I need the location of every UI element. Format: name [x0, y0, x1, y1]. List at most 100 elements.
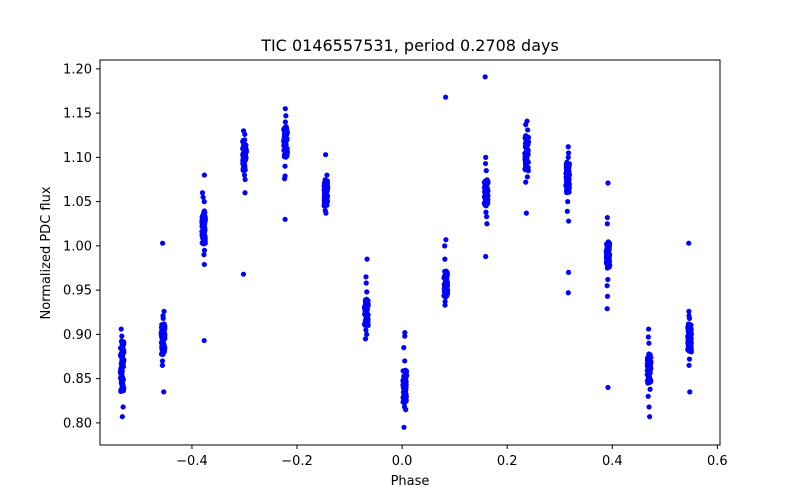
data-point	[401, 345, 407, 351]
data-point	[119, 333, 125, 339]
data-point	[565, 199, 571, 205]
data-point	[240, 271, 247, 277]
data-point	[282, 216, 288, 222]
y-tick-label: 0.90	[63, 328, 92, 343]
data-point	[120, 383, 126, 389]
data-point	[241, 172, 248, 178]
data-point	[646, 414, 653, 420]
data-point	[482, 160, 489, 167]
data-point	[201, 208, 208, 214]
x-axis-label: Phase	[391, 474, 430, 489]
data-point	[646, 351, 652, 357]
chart-title: TIC 0146557531, period 0.2708 days	[260, 36, 559, 55]
data-point	[686, 240, 692, 246]
data-point	[442, 243, 448, 249]
data-point	[483, 253, 489, 260]
data-point	[322, 177, 328, 183]
data-point	[564, 159, 570, 165]
data-point	[159, 362, 165, 368]
y-tick-label: 0.95	[63, 284, 92, 299]
data-point	[686, 308, 692, 314]
data-point	[605, 384, 611, 391]
data-point	[443, 268, 449, 274]
data-point	[161, 389, 167, 395]
data-point	[283, 113, 289, 119]
data-point	[523, 210, 529, 216]
data-point	[160, 315, 166, 322]
data-point	[159, 358, 166, 364]
y-axis-label: Normalized PDC flux	[39, 186, 54, 319]
data-point	[364, 256, 370, 262]
data-point	[442, 299, 448, 305]
data-point	[484, 214, 490, 220]
data-point	[686, 315, 693, 322]
data-point	[242, 190, 248, 196]
data-point	[524, 174, 530, 180]
data-point	[564, 208, 570, 214]
data-point	[565, 269, 572, 276]
data-point	[484, 221, 490, 227]
data-point	[201, 337, 207, 344]
data-point	[364, 331, 370, 337]
data-point	[402, 367, 409, 373]
x-tick-label: −0.2	[281, 454, 313, 469]
data-point	[484, 177, 490, 183]
data-point	[322, 152, 329, 158]
data-point	[119, 414, 125, 420]
data-point	[362, 336, 369, 342]
data-point	[242, 137, 248, 143]
data-point	[686, 356, 693, 362]
data-point	[363, 274, 369, 280]
y-tick-label: 1.05	[63, 195, 92, 210]
data-point	[525, 127, 531, 133]
data-point	[604, 221, 610, 227]
data-point	[242, 176, 248, 183]
data-point	[605, 180, 611, 186]
data-point	[322, 207, 328, 214]
data-point	[645, 393, 651, 399]
data-point	[282, 163, 288, 169]
data-point	[364, 289, 370, 295]
data-point	[483, 168, 489, 174]
data-point	[565, 218, 572, 224]
x-tick-label: 0.2	[497, 454, 518, 469]
data-point	[363, 280, 369, 286]
data-point	[604, 283, 610, 289]
data-point	[364, 296, 370, 302]
data-point	[118, 338, 125, 345]
data-point	[605, 239, 611, 245]
y-tick-label: 1.10	[63, 151, 92, 166]
data-point	[118, 326, 124, 332]
data-point	[645, 326, 652, 332]
data-point	[443, 94, 449, 100]
data-point	[282, 119, 288, 125]
data-point	[201, 199, 207, 205]
data-point	[402, 358, 408, 364]
data-point	[523, 179, 529, 185]
data-point	[201, 252, 207, 258]
data-point	[482, 74, 488, 80]
x-tick-label: −0.4	[176, 454, 208, 469]
data-point	[120, 404, 126, 410]
data-points	[117, 74, 694, 430]
data-point	[283, 124, 289, 130]
data-point	[647, 386, 653, 392]
data-point	[120, 349, 126, 355]
data-point	[200, 194, 206, 200]
data-point	[604, 293, 611, 299]
data-point	[161, 308, 167, 314]
data-point	[523, 133, 529, 139]
data-point	[523, 122, 529, 128]
x-tick-label: 0.0	[392, 454, 413, 469]
data-point	[604, 214, 610, 221]
y-tick-label: 1.00	[63, 239, 92, 254]
data-point	[685, 321, 692, 327]
y-tick-label: 0.80	[63, 416, 92, 431]
data-point	[242, 131, 248, 137]
data-point	[401, 404, 408, 410]
data-point	[605, 276, 611, 283]
data-point	[483, 154, 489, 160]
data-point	[443, 237, 449, 243]
